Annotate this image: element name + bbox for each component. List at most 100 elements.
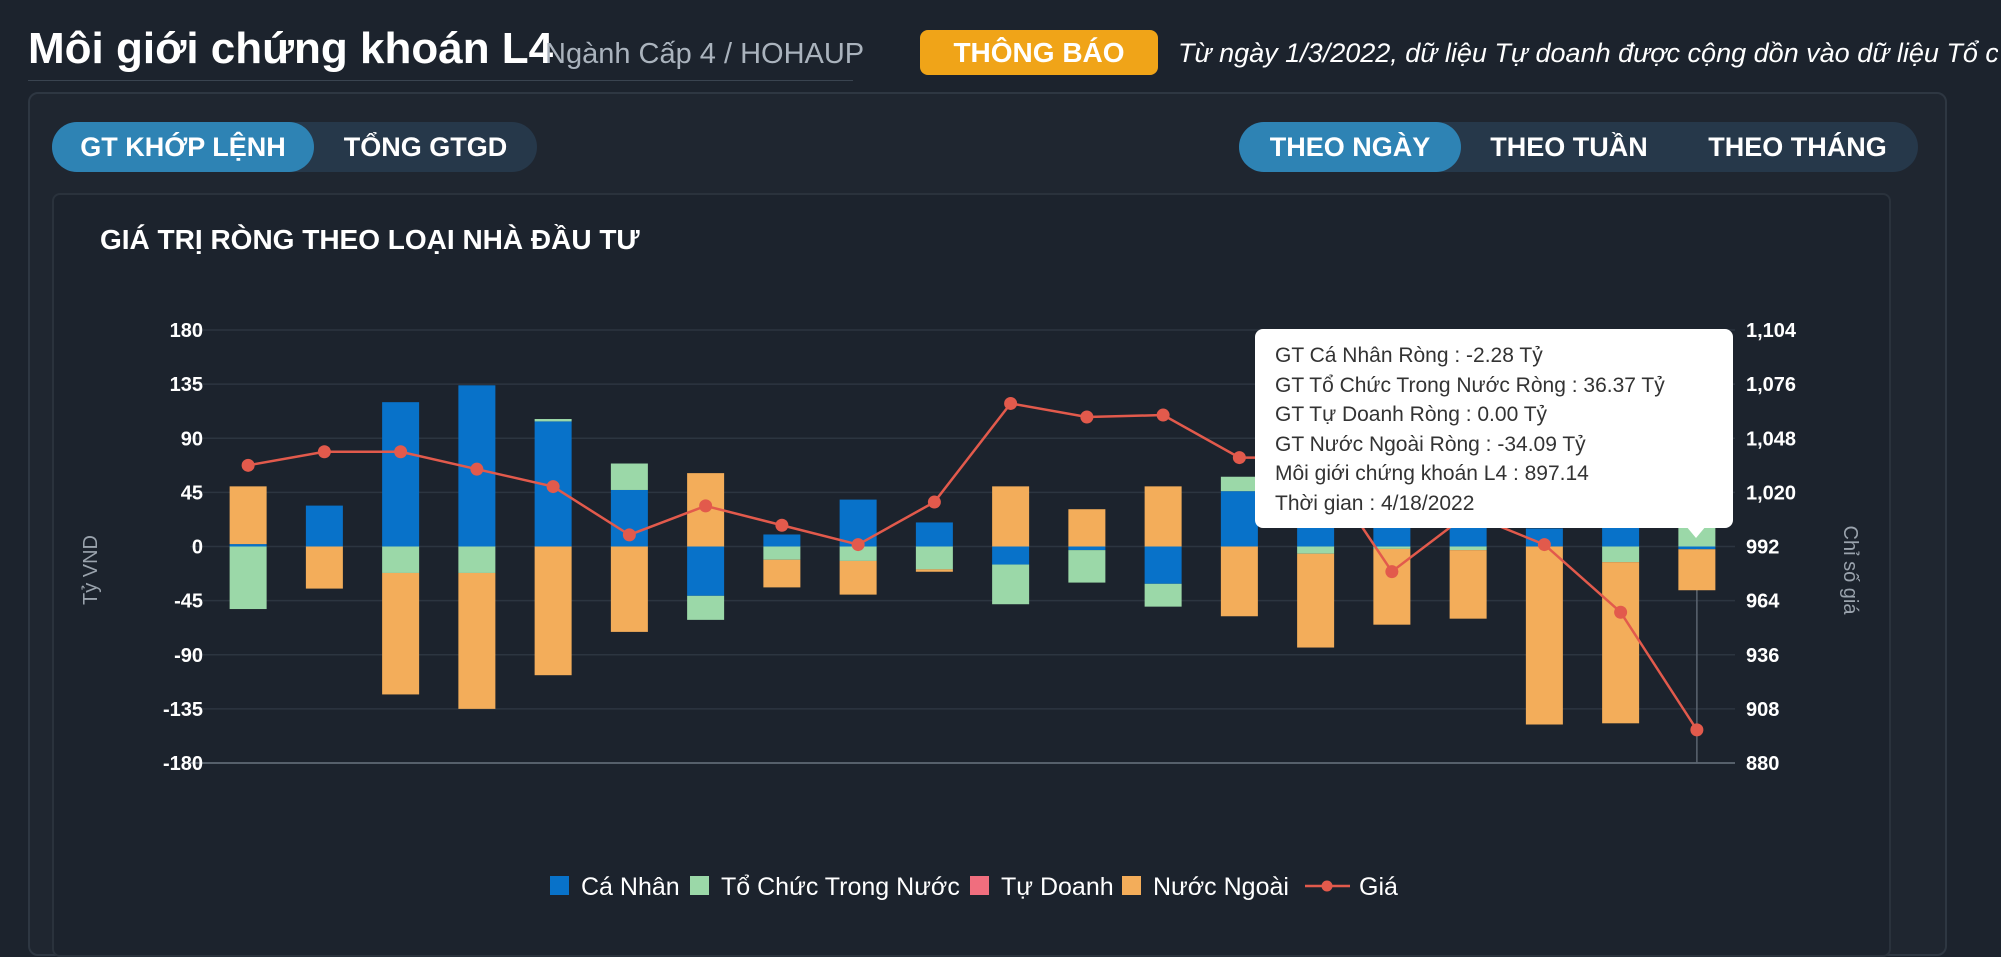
bar-nuoc-ngoai bbox=[458, 572, 496, 709]
bar-nuoc-ngoai bbox=[839, 560, 877, 595]
price-point bbox=[622, 528, 636, 542]
legend-swatch-to-chuc bbox=[690, 876, 709, 895]
bar-nuoc-ngoai bbox=[992, 486, 1030, 547]
price-point bbox=[1614, 605, 1628, 619]
bar-nuoc-ngoai bbox=[763, 559, 801, 588]
bar-ca-nhan bbox=[1678, 546, 1716, 550]
y-tick-label: 90 bbox=[181, 428, 203, 450]
bar-nuoc-ngoai bbox=[1602, 562, 1640, 724]
bar-to-chuc bbox=[839, 546, 877, 561]
price-point bbox=[927, 495, 941, 509]
bar-to-chuc bbox=[915, 546, 953, 570]
bar-ca-nhan bbox=[915, 522, 953, 547]
y-axis-title: Tỷ VND bbox=[80, 535, 102, 605]
tooltip-index: Môi giới chứng khoán L4 : 897.14 bbox=[1275, 462, 1589, 486]
bar-ca-nhan bbox=[763, 534, 801, 547]
bar-nuoc-ngoai bbox=[1144, 486, 1182, 547]
tooltip-date: Thời gian : 4/18/2022 bbox=[1275, 491, 1475, 515]
y2-tick-label: 964 bbox=[1746, 591, 1780, 613]
price-point bbox=[1232, 451, 1246, 465]
bar-nuoc-ngoai bbox=[1297, 553, 1335, 648]
legend-label-nuoc-ngoai: Nước Ngoài bbox=[1153, 873, 1289, 901]
y2-tick-label: 992 bbox=[1746, 537, 1779, 559]
legend-swatch-nuoc-ngoai bbox=[1122, 876, 1141, 895]
tooltip-ca-nhan: GT Cá Nhân Ròng : -2.28 Tỷ bbox=[1275, 344, 1543, 367]
page-header: Môi giới chứng khoán L4 Ngành Cấp 4 / HO… bbox=[28, 0, 1998, 82]
y-tick-label: -135 bbox=[163, 699, 203, 721]
y2-axis-title: Chỉ số giá bbox=[1839, 526, 1861, 616]
bar-to-chuc bbox=[992, 564, 1030, 605]
net-value-chart: 180 135 90 45 0 -45 -90 -135 -180 1,104 1,076 1,048… bbox=[80, 320, 1861, 901]
y2-tick-label: 1,104 bbox=[1746, 320, 1797, 342]
bar-nuoc-ngoai bbox=[534, 546, 572, 676]
y2-tick-label: 936 bbox=[1746, 645, 1779, 667]
bar-nuoc-ngoai bbox=[382, 572, 420, 695]
y2-tick-label: 1,048 bbox=[1746, 428, 1796, 450]
price-point bbox=[1080, 410, 1094, 424]
y-tick-label: 135 bbox=[170, 374, 203, 396]
bar-to-chuc bbox=[1449, 546, 1487, 551]
y2-tick-label: 880 bbox=[1746, 753, 1779, 775]
bar-ca-nhan bbox=[1144, 546, 1182, 584]
legend-swatch-tu-doanh bbox=[970, 876, 989, 895]
legend-label-to-chuc: Tổ Chức Trong Nước bbox=[721, 873, 960, 901]
bar-to-chuc bbox=[229, 546, 267, 610]
bar-to-chuc bbox=[610, 463, 648, 490]
legend-label-gia: Giá bbox=[1359, 873, 1398, 901]
y-tick-label: -180 bbox=[163, 753, 203, 775]
price-point bbox=[1004, 396, 1018, 410]
bar-nuoc-ngoai bbox=[1449, 550, 1487, 619]
bar-to-chuc bbox=[1068, 550, 1106, 583]
title-block: Môi giới chứng khoán L4 Ngành Cấp 4 / HO… bbox=[28, 20, 864, 81]
tab-gt-khop-lenh[interactable]: GT KHỚP LỆNH bbox=[52, 122, 314, 172]
y2-tick-label: 908 bbox=[1746, 699, 1779, 721]
y2-tick-label: 1,020 bbox=[1746, 482, 1796, 504]
tab-theo-thang[interactable]: THEO THÁNG bbox=[1708, 132, 1887, 162]
tooltip-nuoc-ngoai: GT Nước Ngoài Ròng : -34.09 Tỷ bbox=[1275, 432, 1586, 456]
chart-title: GIÁ TRỊ RÒNG THEO LOẠI NHÀ ĐẦU TƯ bbox=[100, 224, 640, 255]
bar-nuoc-ngoai bbox=[915, 569, 953, 572]
bar-nuoc-ngoai bbox=[305, 546, 343, 589]
price-point bbox=[1690, 723, 1704, 737]
price-point bbox=[241, 458, 255, 472]
bar-nuoc-ngoai bbox=[1525, 546, 1563, 725]
price-point bbox=[699, 499, 713, 513]
price-point bbox=[470, 462, 484, 476]
y-tick-label: 45 bbox=[181, 482, 203, 504]
bar-to-chuc bbox=[534, 419, 572, 422]
tab-theo-tuan[interactable]: THEO TUẦN bbox=[1490, 132, 1648, 162]
chart-tooltip: GT Cá Nhân Ròng : -2.28 Tỷ GT Tổ Chức Tr… bbox=[1255, 329, 1733, 528]
bar-to-chuc bbox=[763, 546, 801, 560]
y-tick-label: 180 bbox=[170, 320, 203, 342]
tab-theo-ngay[interactable]: THEO NGÀY bbox=[1239, 122, 1461, 172]
legend-marker-gia bbox=[1321, 880, 1333, 892]
y-tick-label: -45 bbox=[174, 591, 203, 613]
axis-ticks: 180 135 90 45 0 -45 -90 -135 -180 1,104 1,076 1,048… bbox=[163, 320, 1797, 775]
price-point bbox=[1537, 538, 1551, 552]
bar-to-chuc bbox=[1220, 476, 1258, 492]
y2-tick-label: 1,076 bbox=[1746, 374, 1796, 396]
tab-tong-gtgd[interactable]: TỔNG GTGD bbox=[343, 132, 508, 162]
bar-to-chuc bbox=[458, 546, 496, 573]
price-point bbox=[775, 518, 789, 532]
legend-swatch-ca-nhan bbox=[550, 876, 569, 895]
bar-ca-nhan bbox=[305, 505, 343, 547]
bar-ca-nhan bbox=[992, 546, 1030, 565]
bar-nuoc-ngoai bbox=[610, 546, 648, 632]
bar-to-chuc bbox=[382, 546, 420, 573]
tooltip-to-chuc: GT Tổ Chức Trong Nước Ròng : 36.37 Tỷ bbox=[1275, 373, 1665, 397]
bar-nuoc-ngoai bbox=[229, 486, 267, 545]
notice-badge[interactable]: THÔNG BÁO bbox=[920, 30, 1158, 75]
value-type-toggle: GT KHỚP LỆNH TỔNG GTGD bbox=[52, 122, 537, 172]
breadcrumb[interactable]: Ngành Cấp 4 / HOHAUP bbox=[545, 38, 865, 70]
bar-ca-nhan bbox=[382, 402, 420, 547]
bar-ca-nhan bbox=[1068, 546, 1106, 551]
y-tick-label: -90 bbox=[174, 645, 203, 667]
price-point bbox=[394, 445, 408, 459]
bar-to-chuc bbox=[687, 595, 725, 620]
price-point bbox=[546, 480, 560, 494]
bar-nuoc-ngoai bbox=[1068, 509, 1106, 547]
legend-label-ca-nhan: Cá Nhân bbox=[581, 873, 680, 901]
chart-legend: Cá Nhân Tổ Chức Trong Nước Tự Doanh Nước Ng… bbox=[550, 873, 1398, 901]
price-point bbox=[851, 538, 865, 552]
